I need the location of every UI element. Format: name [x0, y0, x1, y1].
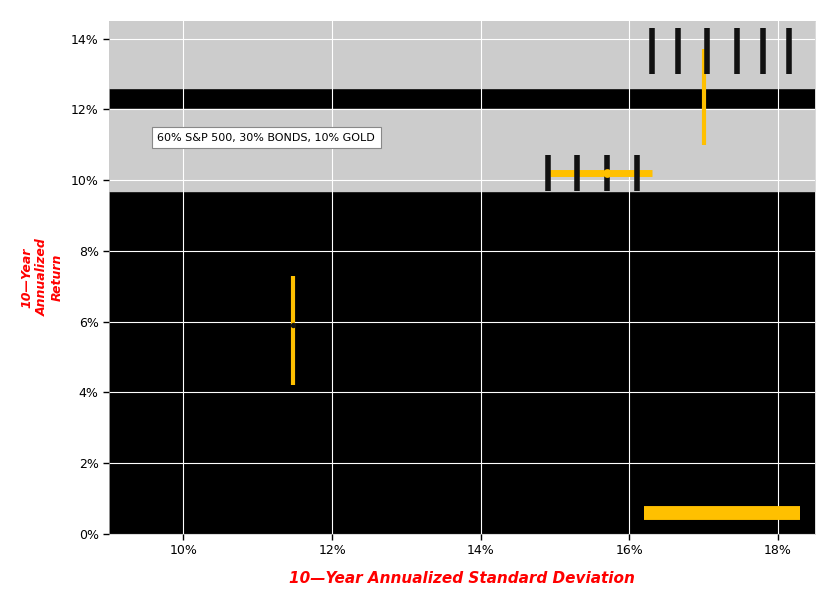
Y-axis label: 10—Year
Annualized
Return: 10—Year Annualized Return	[21, 239, 64, 316]
Text: 60% S&P 500, 30% BONDS, 10% GOLD: 60% S&P 500, 30% BONDS, 10% GOLD	[157, 132, 375, 143]
X-axis label: 10—Year Annualized Standard Deviation: 10—Year Annualized Standard Deviation	[289, 571, 635, 586]
Text: rtfolio: rtfolio	[655, 212, 684, 222]
Point	[600, 168, 614, 178]
Point	[287, 320, 300, 330]
Bar	[109, 21, 815, 88]
Bar	[109, 109, 815, 191]
